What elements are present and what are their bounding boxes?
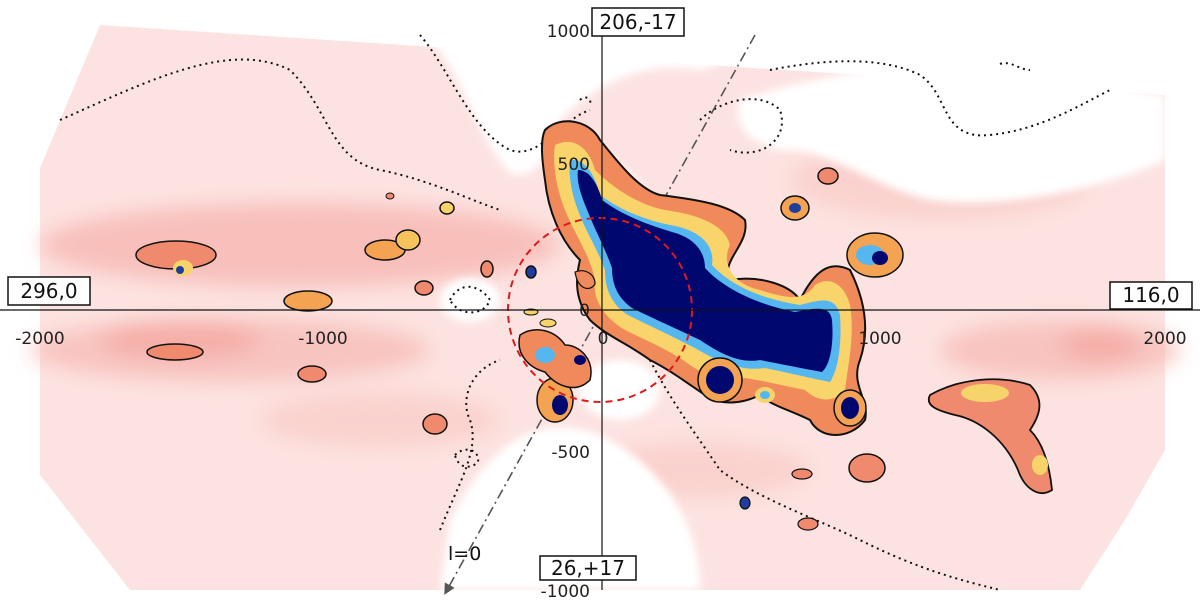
x-tick-label: 0 (598, 329, 609, 349)
y-tick-label: -500 (551, 443, 590, 463)
y-tick-labels: 1000 500 0 -500 -1000 (541, 22, 590, 601)
y-tick-label: -1000 (541, 582, 590, 601)
cloud-clumps (135, 167, 886, 531)
svg-text:116,0: 116,0 (1122, 283, 1179, 307)
dense-complex (518, 120, 904, 436)
x-tick-label: -2000 (15, 329, 64, 349)
l0-label: l=0 (448, 543, 481, 565)
x-tick-label: -1000 (298, 329, 347, 349)
direction-label-bottom: 26,+17 (539, 555, 637, 581)
x-tick-labels: -2000 -1000 0 1000 2000 (15, 329, 1186, 349)
svg-text:26,+17: 26,+17 (551, 556, 625, 580)
y-tick-label: 0 (579, 301, 590, 321)
l0-direction-line (444, 34, 756, 595)
svg-text:296,0: 296,0 (20, 279, 77, 303)
direction-label-left: 296,0 (7, 276, 91, 306)
right-filament (927, 378, 1053, 494)
dotted-contours (59, 34, 1111, 591)
x-tick-label: 2000 (1143, 329, 1186, 349)
axes (0, 20, 1200, 590)
svg-text:206,-17: 206,-17 (599, 10, 676, 34)
direction-label-top: 206,-17 (591, 7, 685, 37)
y-tick-label: 1000 (547, 22, 590, 42)
y-tick-label: 500 (558, 155, 590, 175)
direction-label-right: 116,0 (1109, 281, 1193, 310)
x-tick-label: 1000 (858, 329, 901, 349)
